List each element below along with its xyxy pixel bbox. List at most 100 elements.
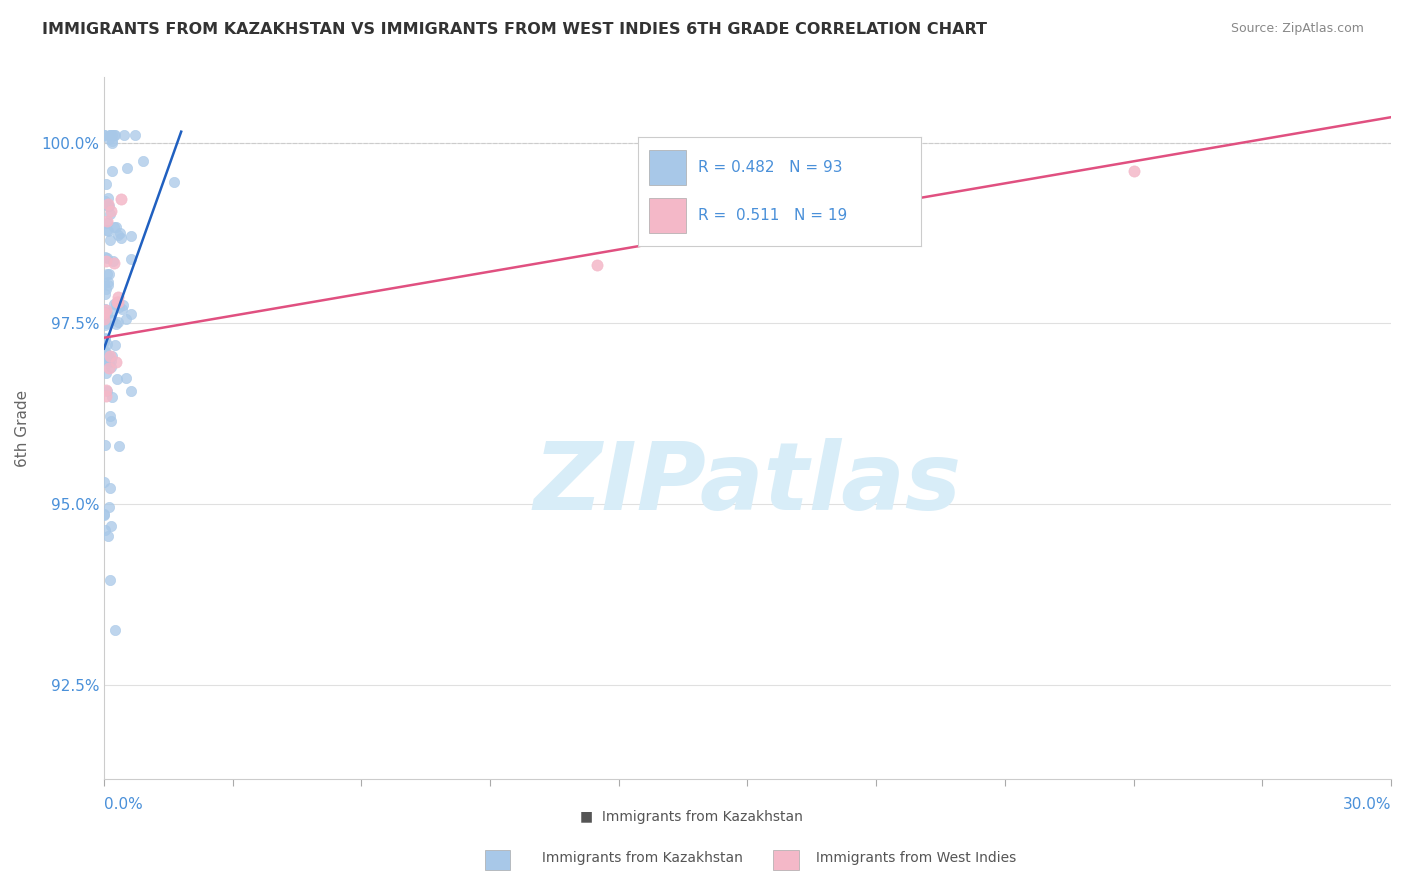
Point: [98, 199, 121, 213]
Point: [101, 390, 124, 404]
Point: [96, 384, 118, 399]
Point: [101, 312, 124, 326]
Text: Immigrants from Kazakhstan: Immigrants from Kazakhstan: [520, 851, 744, 865]
Point: [97, 277, 120, 292]
Point: [94, 254, 117, 268]
Point: [163, 175, 186, 189]
Point: [115, 311, 138, 326]
Point: [93, 507, 115, 521]
Point: [94, 251, 117, 265]
Point: [98, 305, 121, 319]
Point: [93, 312, 115, 326]
Point: [96, 215, 118, 229]
Point: [97, 360, 120, 375]
Point: [120, 252, 142, 266]
Point: [103, 128, 125, 143]
Point: [98, 207, 121, 221]
Point: [100, 359, 122, 374]
Text: 30.0%: 30.0%: [1343, 797, 1391, 812]
Point: [110, 192, 132, 206]
Point: [100, 204, 122, 219]
Point: [97, 529, 120, 543]
Point: [107, 315, 129, 329]
Point: [100, 414, 122, 428]
Point: [94, 353, 117, 368]
Text: IMMIGRANTS FROM KAZAKHSTAN VS IMMIGRANTS FROM WEST INDIES 6TH GRADE CORRELATION : IMMIGRANTS FROM KAZAKHSTAN VS IMMIGRANTS…: [42, 22, 987, 37]
Point: [94, 302, 117, 317]
Point: [104, 355, 127, 369]
Point: [112, 128, 135, 143]
Point: [101, 134, 124, 148]
Point: [104, 219, 127, 234]
Point: [104, 624, 127, 638]
Point: [93, 306, 115, 320]
Point: [108, 226, 131, 240]
Point: [98, 351, 121, 365]
Point: [120, 229, 142, 244]
Point: [94, 384, 117, 398]
Point: [124, 128, 146, 143]
Point: [103, 219, 125, 234]
Point: [96, 267, 118, 281]
Point: [93, 287, 115, 301]
Point: [103, 255, 125, 269]
Point: [94, 302, 117, 317]
Point: [98, 573, 121, 587]
Point: [94, 332, 117, 346]
Point: [107, 300, 129, 314]
Point: [96, 345, 118, 359]
Point: [96, 307, 118, 321]
Point: [94, 366, 117, 380]
Point: [97, 131, 120, 145]
Point: [105, 317, 128, 331]
Point: [97, 224, 120, 238]
Point: [96, 197, 118, 211]
Point: [93, 128, 115, 143]
Point: [107, 295, 129, 310]
Point: [108, 439, 131, 453]
Point: [114, 370, 136, 384]
Point: [100, 128, 122, 143]
Point: [97, 500, 120, 514]
Point: [111, 302, 134, 317]
Point: [97, 199, 120, 213]
Point: [98, 128, 121, 143]
Point: [100, 481, 122, 495]
Point: [93, 343, 115, 358]
Point: [105, 372, 128, 386]
Point: [98, 128, 121, 143]
Point: [120, 384, 142, 398]
Point: [100, 353, 122, 368]
Point: [94, 304, 117, 318]
Point: [104, 338, 127, 352]
Point: [104, 128, 127, 143]
Point: [107, 290, 129, 304]
Point: [96, 223, 118, 237]
Point: [94, 316, 117, 330]
Point: [1122, 164, 1144, 178]
Point: [93, 508, 115, 522]
Point: [100, 136, 122, 150]
Point: [97, 267, 120, 281]
Point: [93, 128, 115, 143]
Point: [94, 318, 117, 332]
Point: [96, 337, 118, 351]
Text: 0.0%: 0.0%: [104, 797, 143, 812]
Point: [111, 298, 134, 312]
Point: [96, 177, 118, 191]
Text: Source: ZipAtlas.com: Source: ZipAtlas.com: [1230, 22, 1364, 36]
Point: [96, 251, 118, 265]
Point: [97, 356, 120, 370]
Point: [93, 475, 115, 489]
Point: [97, 191, 120, 205]
Text: ZIPatlas: ZIPatlas: [533, 438, 962, 530]
Point: [101, 349, 124, 363]
Point: [96, 282, 118, 296]
Point: [96, 214, 118, 228]
Point: [98, 233, 121, 247]
Point: [105, 297, 128, 311]
Text: ■  Immigrants from Kazakhstan: ■ Immigrants from Kazakhstan: [581, 811, 803, 824]
Point: [94, 331, 117, 345]
Point: [94, 194, 117, 208]
Point: [101, 163, 124, 178]
